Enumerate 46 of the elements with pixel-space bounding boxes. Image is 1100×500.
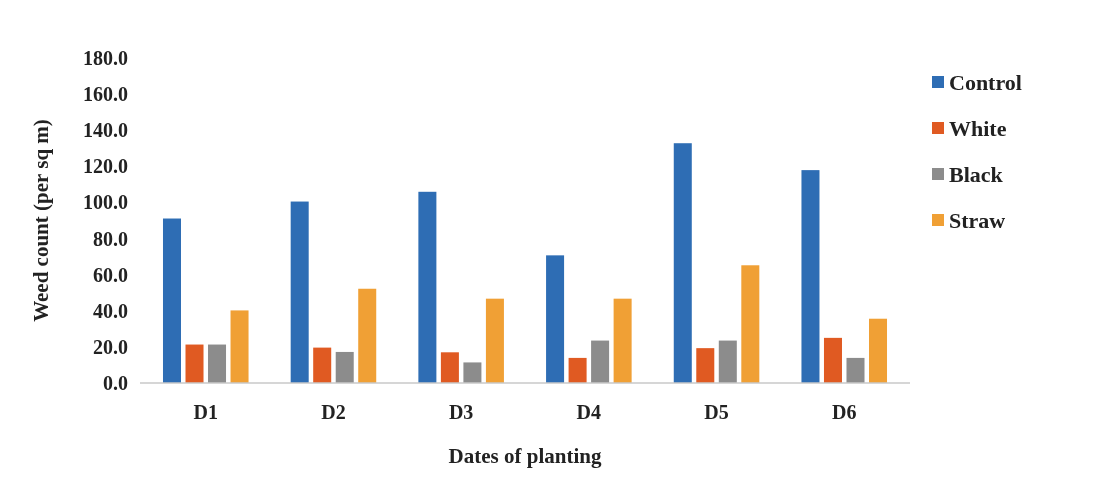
bar bbox=[801, 170, 820, 383]
bar bbox=[673, 143, 692, 383]
bar bbox=[440, 352, 459, 383]
bar bbox=[358, 288, 377, 383]
bar bbox=[290, 201, 309, 383]
x-tick-label: D1 bbox=[193, 401, 218, 423]
bar bbox=[546, 255, 565, 383]
y-tick-label: 0.0 bbox=[103, 372, 128, 394]
x-axis-title: Dates of planting bbox=[448, 444, 602, 468]
bar bbox=[568, 357, 587, 383]
bar bbox=[485, 298, 504, 383]
bar bbox=[463, 362, 482, 383]
legend-label: White bbox=[949, 115, 1007, 141]
y-tick-label: 40.0 bbox=[93, 299, 128, 322]
bar bbox=[230, 310, 249, 383]
x-tick-label: D4 bbox=[576, 401, 602, 423]
y-tick-label: 160.0 bbox=[83, 83, 128, 106]
bar bbox=[613, 298, 632, 383]
y-tick-label: 180.0 bbox=[83, 47, 128, 69]
bar bbox=[823, 337, 842, 383]
legend-label: Black bbox=[949, 161, 1004, 187]
bar bbox=[418, 191, 437, 383]
y-tick-label: 60.0 bbox=[93, 263, 128, 286]
y-tick-label: 120.0 bbox=[83, 155, 128, 178]
bar bbox=[696, 348, 715, 383]
y-tick-label: 80.0 bbox=[93, 227, 128, 250]
bar bbox=[741, 265, 760, 383]
bar bbox=[718, 340, 737, 383]
x-tick-label: D2 bbox=[321, 401, 346, 423]
bar bbox=[869, 318, 888, 383]
bar bbox=[591, 340, 610, 383]
bar bbox=[313, 347, 332, 383]
legend-label: Straw bbox=[949, 207, 1006, 233]
bar bbox=[208, 344, 227, 383]
y-tick-label: 100.0 bbox=[83, 191, 128, 214]
bar bbox=[185, 344, 204, 383]
y-axis-title: Weed count (per sq m) bbox=[29, 119, 53, 322]
x-tick-label: D3 bbox=[448, 401, 474, 423]
bar bbox=[162, 218, 181, 383]
bar bbox=[335, 351, 354, 383]
x-tick-label: D6 bbox=[832, 401, 857, 423]
y-tick-label: 140.0 bbox=[83, 119, 128, 142]
bar bbox=[846, 357, 865, 383]
y-tick-label: 20.0 bbox=[93, 335, 128, 358]
legend-label: Control bbox=[949, 69, 1022, 95]
x-tick-label: D5 bbox=[704, 401, 729, 423]
